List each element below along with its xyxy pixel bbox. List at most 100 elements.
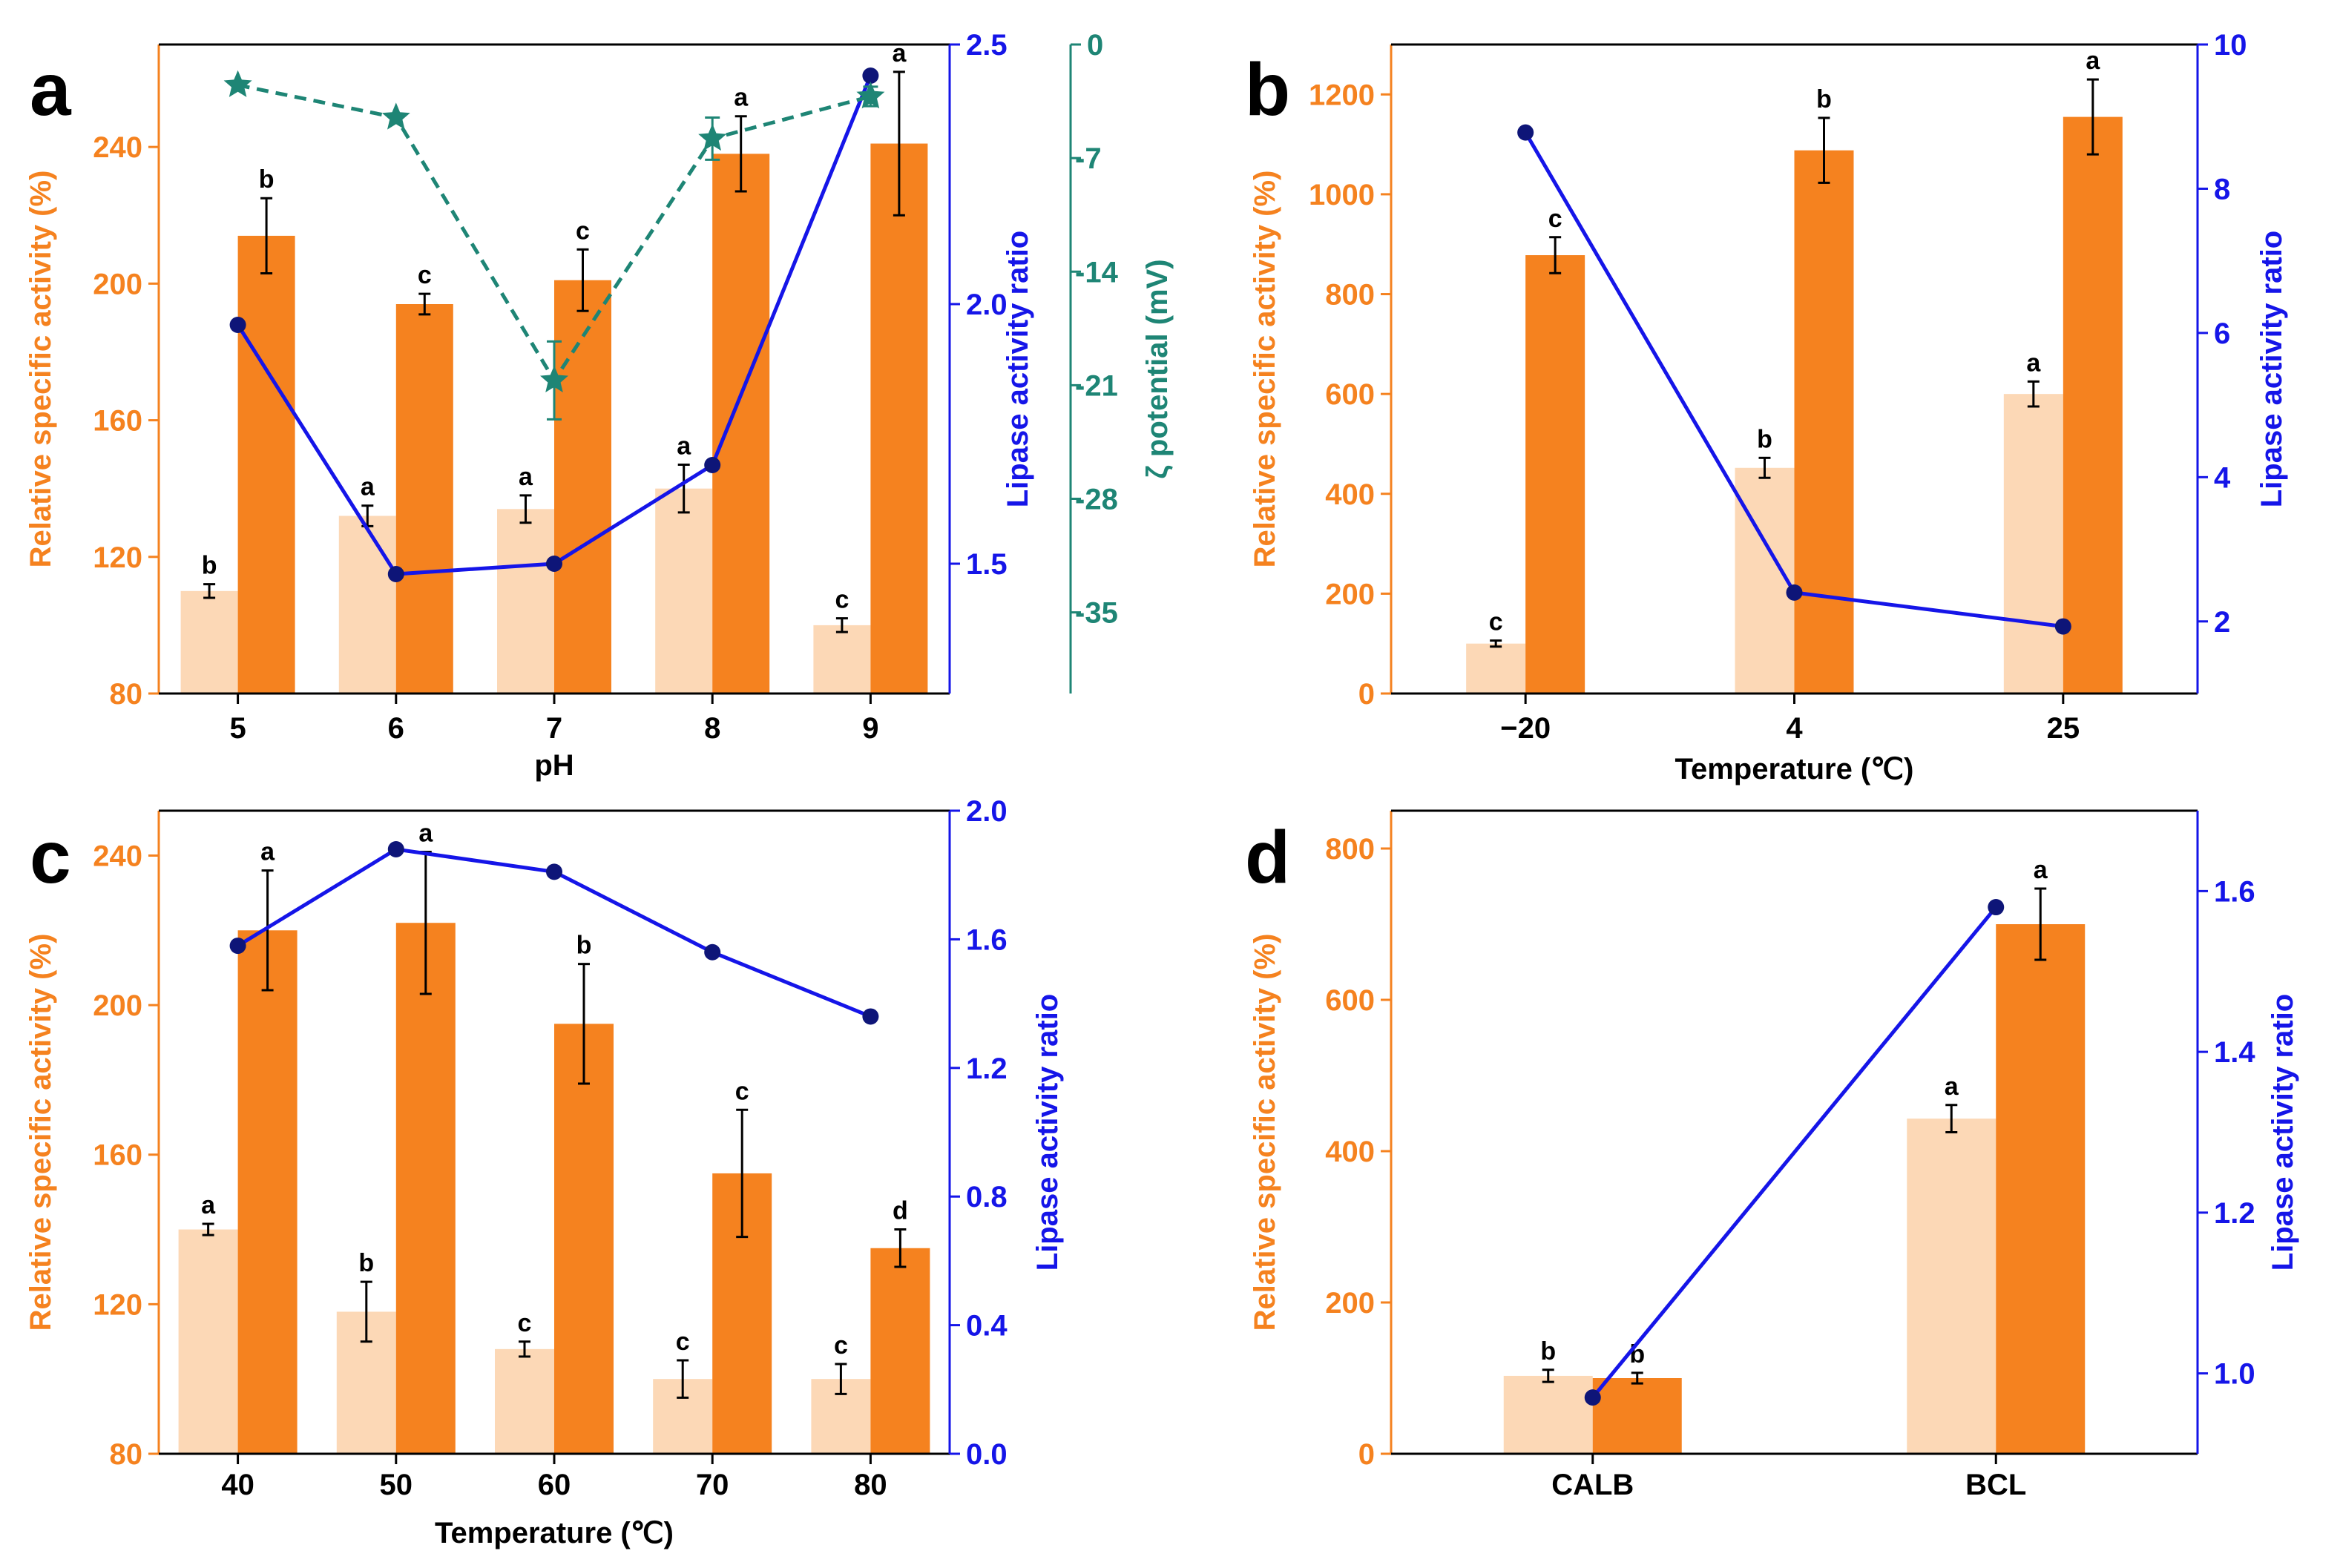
x-tick-label: 60 [538, 1469, 571, 1501]
bar-light-40 [178, 1229, 238, 1454]
y2-tick-label: 0.8 [966, 1181, 1008, 1213]
x-tick-label: 7 [546, 712, 562, 745]
bar-light-CALB [1503, 1375, 1593, 1454]
y-tick-label: 160 [93, 1139, 142, 1172]
y2-tick-label: 1.6 [966, 923, 1008, 956]
bar-dark-50 [395, 923, 456, 1454]
bar-dark-5 [237, 235, 295, 694]
y-tick-label: 1200 [1309, 79, 1375, 111]
significance-letter: b [259, 165, 275, 194]
y-axis-title: Relative specific activity (%) [1249, 171, 1281, 568]
ratio-point [229, 938, 246, 955]
significance-letter: b [1816, 85, 1832, 113]
significance-letter: a [734, 84, 749, 112]
x-tick-label: CALB [1551, 1469, 1634, 1501]
y-tick-label: 600 [1325, 378, 1375, 411]
y-tick-label: 240 [93, 840, 142, 872]
significance-letter: a [519, 463, 533, 491]
bar-dark-9 [870, 143, 928, 694]
x-tick-label: 8 [704, 712, 720, 745]
x-axis-title: Temperature (℃) [1675, 753, 1913, 785]
y2-tick-label: 2.0 [966, 795, 1008, 828]
y-tick-label: 80 [110, 1438, 143, 1471]
significance-letter: a [201, 1191, 216, 1219]
bar-light-−20 [1466, 643, 1526, 694]
ratio-point [1517, 124, 1534, 141]
y2-tick-label: 1.2 [966, 1053, 1008, 1085]
x-tick-label: 5 [229, 712, 246, 745]
bar-light-5 [180, 590, 238, 694]
x-tick-label: 70 [696, 1469, 729, 1501]
significance-letter: b [1757, 425, 1772, 453]
y-tick-label: 160 [93, 405, 142, 438]
significance-letter: c [1489, 608, 1503, 636]
bar-dark-8 [712, 154, 770, 694]
y-axis-title: Relative specific activity (%) [24, 934, 57, 1331]
significance-letter: c [1548, 205, 1562, 233]
ratio-point [862, 1008, 879, 1025]
y-tick-label: 200 [93, 268, 142, 300]
y-tick-label: 120 [93, 541, 142, 574]
y2-tick-label: 10 [2214, 29, 2247, 62]
y-tick-label: 200 [93, 989, 142, 1022]
y3-axis-title: ζ potential (mV) [1141, 259, 1174, 478]
significance-letter: b [576, 932, 592, 960]
panel-letter: d [1245, 816, 1290, 899]
zeta-point [381, 102, 410, 130]
significance-letter: a [1945, 1073, 1959, 1101]
significance-letter: b [358, 1249, 374, 1277]
significance-letter: a [677, 432, 691, 460]
zeta-point [540, 365, 568, 392]
panel-a: a b a a a c b c c a a 80 120 160 200 240 5 6 7 8 9 1.5 2.0 2.5 R… [24, 29, 1174, 782]
y2-tick-label: 2.5 [966, 29, 1008, 62]
significance-letter: a [892, 39, 907, 67]
significance-letter: c [576, 217, 590, 245]
y-tick-label: 120 [93, 1288, 142, 1321]
y-tick-label: 800 [1325, 833, 1375, 866]
bar-dark-80 [870, 1248, 930, 1454]
y3-tick-label: -21 [1075, 369, 1118, 402]
y2-tick-label: 4 [2214, 461, 2231, 494]
significance-letter: d [893, 1197, 908, 1225]
x-tick-label: −20 [1500, 712, 1551, 745]
y2-tick-label: 2 [2214, 606, 2230, 639]
ratio-line [1591, 906, 1998, 1399]
zeta-point [223, 70, 252, 97]
y2-tick-label: 0.0 [966, 1438, 1008, 1471]
bar-light-7 [497, 509, 554, 694]
ratio-point [704, 457, 721, 473]
ratio-point [2054, 618, 2071, 635]
significance-letter: b [1540, 1337, 1556, 1366]
y2-axis-title: Lipase activity ratio [1031, 994, 1064, 1271]
x-axis-title: Temperature (℃) [435, 1517, 674, 1549]
bar-dark-7 [554, 280, 611, 694]
x-tick-label: 4 [1786, 712, 1803, 745]
y-tick-label: 200 [1325, 578, 1375, 610]
y2-axis-title: Lipase activity ratio [2267, 994, 2299, 1271]
y2-tick-label: 1.6 [2214, 875, 2255, 908]
y-tick-label: 240 [93, 131, 142, 164]
y2-tick-label: 2.0 [966, 289, 1008, 321]
bar-dark-25 [2063, 116, 2123, 694]
ratio-point [546, 863, 562, 880]
panel-b: b c b a c b a 0 200 400 600 800 1000 1200 −20 4 25 2 4 6 8 10… [1245, 29, 2288, 785]
ratio-point [704, 943, 721, 961]
ratio-point [546, 556, 562, 572]
bar-dark-BCL [1996, 924, 2086, 1454]
y-axis-title: Relative specific activity (%) [24, 171, 57, 568]
bar-dark-CALB [1592, 1378, 1682, 1454]
y2-tick-label: 8 [2214, 173, 2230, 205]
significance-letter: a [2086, 47, 2100, 75]
panel-letter: c [30, 816, 71, 899]
bar-light-BCL [1907, 1119, 1996, 1454]
significance-letter: a [361, 473, 375, 501]
y2-tick-label: 1.0 [2214, 1358, 2255, 1391]
y3-tick-label: -14 [1075, 256, 1119, 289]
x-tick-label: 40 [221, 1469, 254, 1501]
panel-c: c a b c c c a a b c d 80 120 160 200 240 40 50 60 70 80 0.0 0.… [24, 795, 1064, 1549]
y-tick-label: 600 [1325, 984, 1375, 1017]
significance-letter: c [518, 1309, 532, 1337]
zeta-point [856, 82, 885, 109]
bar-light-60 [495, 1348, 554, 1454]
y3-tick-label: -35 [1075, 597, 1118, 630]
